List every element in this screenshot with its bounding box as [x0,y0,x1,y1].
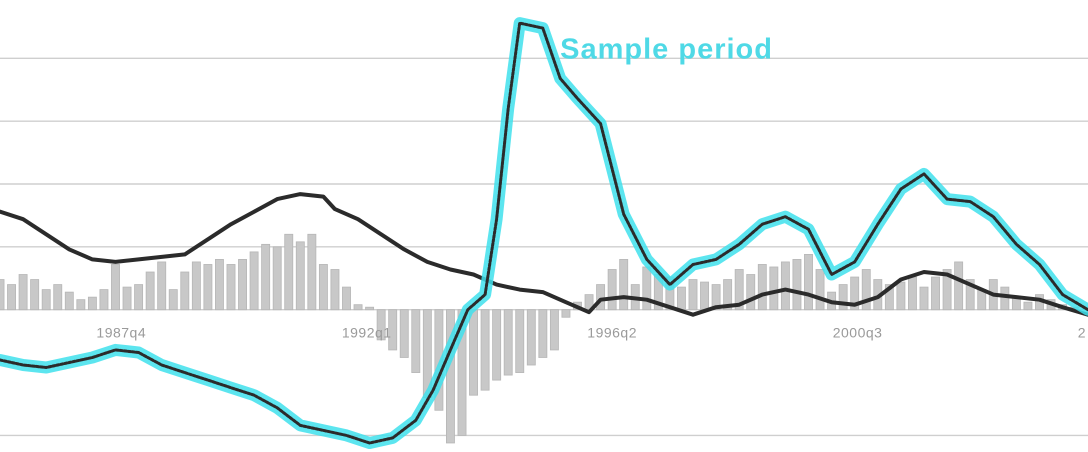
bar-23 [249,251,259,311]
bar-46 [515,309,525,373]
bar-82 [931,276,940,311]
bar-62 [700,281,709,311]
bar-66 [746,274,756,311]
bar-10 [99,289,109,311]
bar-6 [64,291,74,311]
bar-35 [388,309,398,351]
x-tick-label-4: 2 [1078,325,1086,341]
bar-26 [284,233,294,311]
bar-79 [896,281,906,311]
bar-16 [168,289,178,311]
x-tick-label-2: 1996q2 [587,325,637,341]
bar-61 [688,279,698,311]
bar-21 [226,264,236,311]
x-axis-ticks: 1987q4 1992q1 1996q2 2000q3 2 [96,325,1086,341]
x-tick-label-3: 2000q3 [833,325,883,341]
bar-81 [919,286,929,311]
bar-45 [503,309,513,376]
bar-72 [815,269,825,311]
bar-70 [792,259,802,311]
bar-50 [561,309,571,318]
bar-54 [607,269,617,311]
bar-76 [861,269,871,311]
bar-5 [53,284,63,311]
bar-30 [330,269,340,311]
bar-19 [203,264,213,311]
bar-68 [769,266,779,311]
bar-24 [261,243,271,311]
bar-series [0,233,1079,444]
bar-18 [191,261,201,311]
bar-63 [711,284,721,311]
bar-14 [145,271,155,311]
bar-7 [76,299,86,311]
x-tick-label-1: 1992q1 [342,325,392,341]
bar-12 [122,286,132,311]
bar-1 [7,284,16,311]
bar-44 [492,309,502,381]
bar-13 [134,284,144,311]
bar-71 [804,253,813,311]
bar-17 [180,271,190,311]
bar-15 [157,261,167,311]
bar-28 [307,233,317,311]
bar-75 [850,276,860,311]
bar-80 [907,276,917,311]
x-tick-label-0: 1987q4 [96,325,146,341]
bar-40 [446,309,455,444]
bar-84 [954,261,964,311]
bar-36 [399,309,409,358]
series-0-line [0,192,1088,317]
series-1-glow [0,17,1088,449]
bar-88 [1000,286,1010,311]
bar-25 [272,246,282,311]
series-1-line [0,21,1088,445]
bar-57 [642,266,652,311]
bar-22 [238,259,247,311]
bar-42 [469,309,478,396]
annotations: Sample period [560,33,773,65]
bar-48 [538,309,548,358]
bar-4 [41,289,51,311]
bar-85 [965,279,975,311]
bar-3 [30,279,40,311]
annotation-sample-period: Sample period [560,33,773,65]
bar-60 [677,286,686,311]
bar-33 [365,306,375,311]
bar-32 [353,304,363,311]
bar-64 [723,279,733,311]
bar-74 [838,284,848,311]
bar-49 [549,309,559,351]
line-series [0,17,1088,449]
bar-53 [596,284,606,311]
bar-67 [757,264,767,311]
bar-83 [942,269,952,311]
bar-47 [526,309,536,366]
bar-78 [884,284,894,311]
bar-34 [376,309,386,341]
bar-55 [619,259,629,311]
bar-20 [215,259,224,311]
bar-2 [18,274,28,311]
bar-31 [342,286,351,311]
bar-43 [480,309,490,391]
bar-11 [111,264,120,311]
bar-0 [0,279,5,311]
bar-27 [295,241,305,311]
gridlines [0,57,1088,437]
bar-90 [1023,301,1033,311]
bar-37 [411,309,421,373]
bar-8 [87,296,97,311]
bar-69 [780,261,790,311]
bar-29 [318,264,328,311]
bar-65 [734,269,744,311]
